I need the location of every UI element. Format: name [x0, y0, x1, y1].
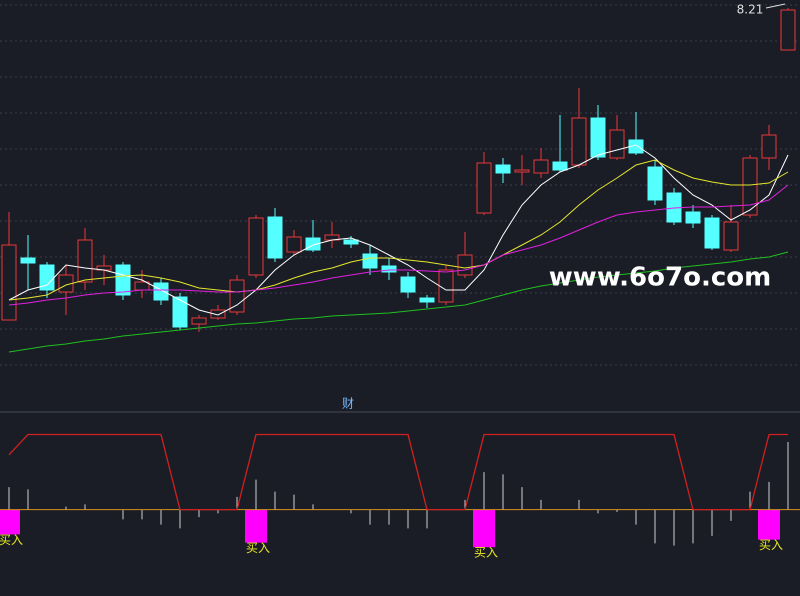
candle-body: [1, 244, 17, 321]
candle-body: [20, 257, 36, 264]
indicator-line: [8, 433, 788, 511]
ma-line: [8, 159, 789, 301]
candle-body: [267, 216, 283, 259]
candle-body: [704, 217, 720, 249]
signal-label: 买入: [759, 538, 783, 552]
signal-label: 买入: [474, 546, 498, 560]
high-arrow: [765, 3, 786, 9]
candle-body: [115, 264, 131, 296]
candle-body: [723, 221, 739, 251]
candle-body: [381, 265, 397, 273]
high-label: 8.21: [737, 3, 764, 17]
candle-body: [533, 159, 549, 174]
candle-body: [438, 269, 454, 303]
candle-body: [134, 281, 150, 291]
candle-body: [457, 254, 473, 276]
candle-body: [647, 166, 663, 201]
candle-body: [153, 282, 169, 301]
candle-body: [400, 276, 416, 293]
signal-bar: [758, 509, 780, 540]
candle-body: [609, 129, 625, 159]
candle-body: [514, 169, 530, 173]
ma-line: [8, 184, 789, 306]
candle-body: [476, 162, 492, 214]
candle-body: [362, 253, 378, 269]
candle-body: [780, 9, 796, 51]
candle-body: [229, 279, 245, 313]
candle-body: [343, 239, 359, 245]
signal-label: 买入: [246, 541, 270, 555]
candle-body: [495, 164, 511, 174]
candle-body: [590, 117, 606, 158]
candle-body: [685, 211, 701, 224]
candle-body: [419, 297, 435, 303]
signal-bar: [245, 509, 267, 543]
signal-bar: [473, 509, 495, 548]
candle-body: [248, 217, 264, 276]
candle-body: [571, 117, 587, 166]
candle-body: [172, 296, 188, 328]
candle-body: [552, 161, 568, 171]
signal-label: 买入: [0, 533, 23, 547]
signal-bar: [0, 509, 20, 535]
candle-body: [286, 236, 302, 253]
candle-body: [77, 239, 93, 283]
watermark: www.6o7o.com: [549, 263, 771, 293]
candle-body: [191, 317, 207, 325]
candle-body: [761, 134, 777, 159]
ma-line: [8, 251, 789, 353]
candle-body: [742, 157, 758, 216]
indicator-title: 财: [342, 397, 354, 411]
candle-body: [210, 309, 226, 319]
